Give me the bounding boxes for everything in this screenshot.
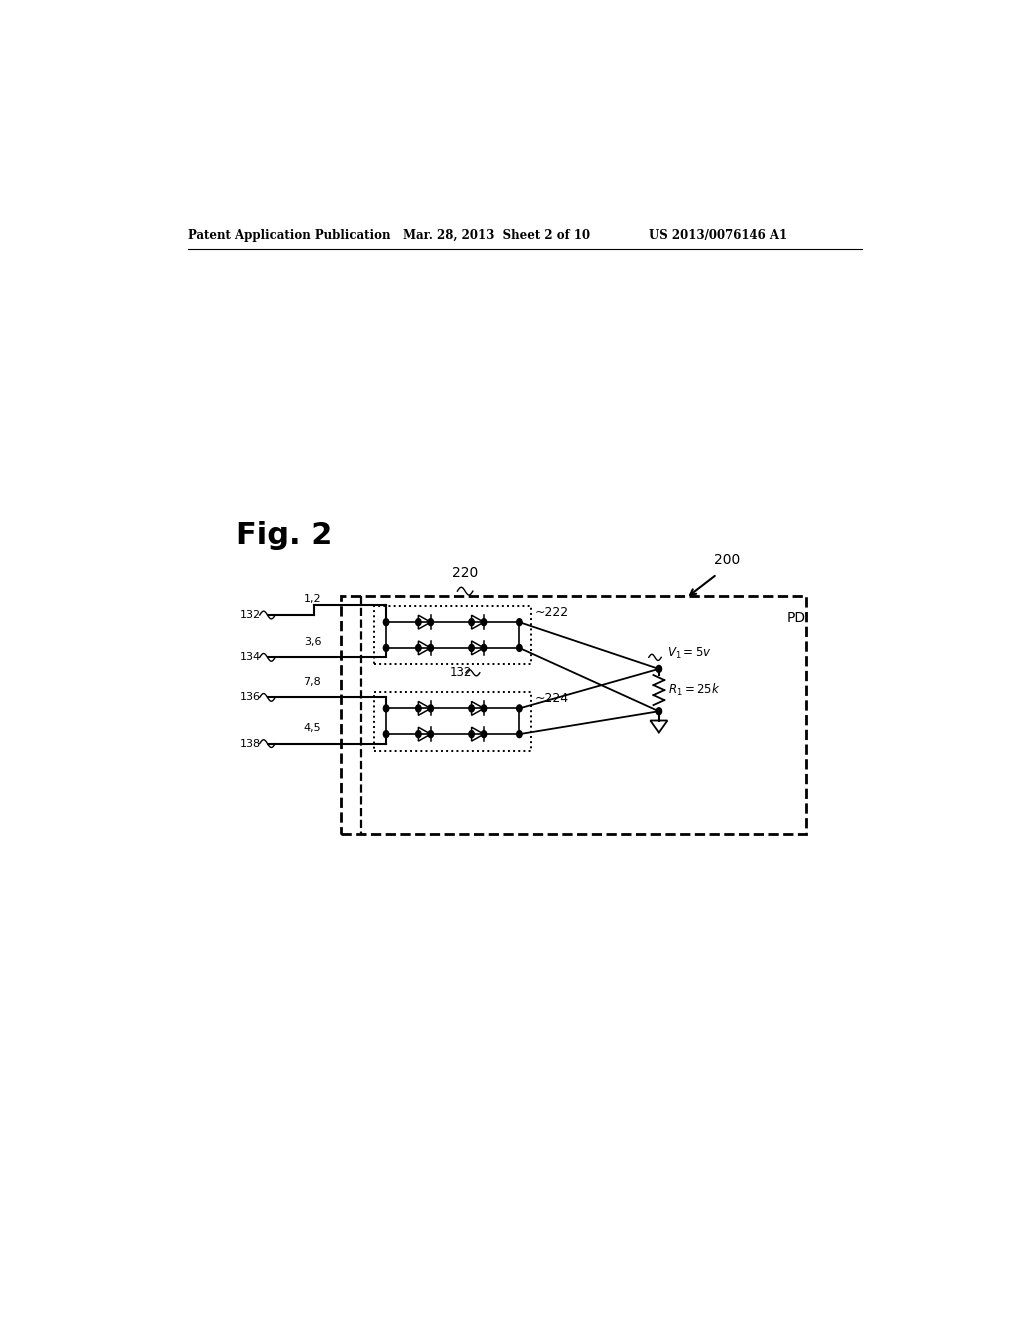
Circle shape — [517, 619, 522, 626]
Text: 138: 138 — [241, 739, 261, 748]
Circle shape — [383, 731, 389, 738]
Text: 4,5: 4,5 — [304, 723, 322, 733]
Text: PD: PD — [786, 611, 806, 626]
Text: $R_1=25k$: $R_1=25k$ — [669, 681, 721, 698]
Circle shape — [416, 644, 421, 651]
Circle shape — [469, 619, 474, 626]
Circle shape — [428, 731, 433, 738]
Circle shape — [481, 619, 486, 626]
Circle shape — [428, 644, 433, 651]
Circle shape — [383, 644, 389, 651]
Text: 220: 220 — [452, 566, 478, 581]
Text: 132: 132 — [450, 667, 472, 680]
Circle shape — [383, 705, 389, 711]
Circle shape — [469, 731, 474, 738]
Circle shape — [428, 619, 433, 626]
Text: Mar. 28, 2013  Sheet 2 of 10: Mar. 28, 2013 Sheet 2 of 10 — [403, 228, 590, 242]
Circle shape — [481, 644, 486, 651]
Text: 3,6: 3,6 — [304, 636, 322, 647]
Text: Fig. 2: Fig. 2 — [237, 521, 333, 550]
Text: 136: 136 — [241, 693, 261, 702]
Circle shape — [416, 705, 421, 711]
Circle shape — [481, 705, 486, 711]
Circle shape — [469, 644, 474, 651]
Text: 1,2: 1,2 — [304, 594, 322, 605]
Circle shape — [481, 731, 486, 738]
Circle shape — [428, 705, 433, 711]
Circle shape — [416, 731, 421, 738]
Circle shape — [469, 705, 474, 711]
Text: ~224: ~224 — [535, 692, 569, 705]
Text: 134: 134 — [241, 652, 261, 663]
Text: ~222: ~222 — [535, 606, 569, 619]
Circle shape — [656, 708, 662, 714]
Circle shape — [416, 619, 421, 626]
Circle shape — [517, 705, 522, 711]
Text: 200: 200 — [714, 553, 740, 566]
Text: US 2013/0076146 A1: US 2013/0076146 A1 — [649, 228, 786, 242]
Circle shape — [383, 619, 389, 626]
Circle shape — [517, 644, 522, 651]
Text: $V_1=5v$: $V_1=5v$ — [667, 645, 712, 661]
Text: 132: 132 — [241, 610, 261, 620]
Circle shape — [656, 665, 662, 672]
Text: 7,8: 7,8 — [303, 677, 322, 686]
Text: Patent Application Publication: Patent Application Publication — [187, 228, 390, 242]
Circle shape — [517, 731, 522, 738]
